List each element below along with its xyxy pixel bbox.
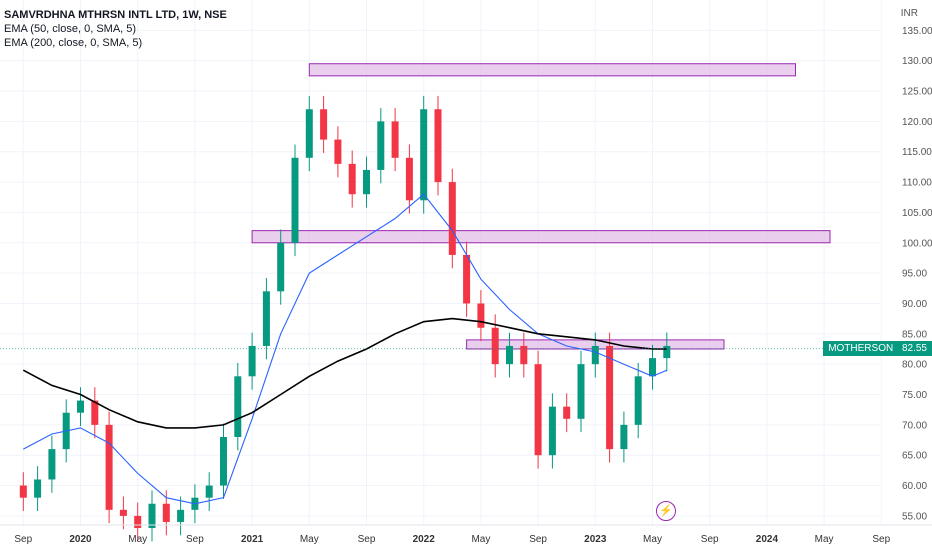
candle-body[interactable] [205,485,213,498]
candle-body[interactable] [448,182,456,255]
y-tick-label: 105.00 [902,208,932,219]
y-tick-label: 100.00 [902,238,932,249]
candle-body[interactable] [606,345,614,450]
candle-body[interactable] [591,345,599,365]
candle-body[interactable] [420,109,428,201]
candle-body[interactable] [105,424,113,510]
candle-body[interactable] [91,400,99,425]
candle-body[interactable] [391,121,399,158]
x-tick-label: May [128,534,147,545]
candle-body[interactable] [248,345,256,377]
y-tick-label: 90.00 [902,299,927,310]
candle-body[interactable] [577,364,585,419]
y-tick-label: 125.00 [902,87,932,98]
candle-body[interactable] [520,345,528,365]
candle-body[interactable] [506,345,513,365]
currency-label: INR [900,8,918,19]
candle-body[interactable] [363,169,370,195]
x-tick-label: Sep [358,534,376,545]
candle-body[interactable] [220,436,227,486]
candle-body[interactable] [477,303,485,328]
candle-body[interactable] [162,503,170,522]
candle-body[interactable] [119,509,127,516]
candle-body[interactable] [19,485,27,498]
chart-legend: SAMVRDHNA MTHRSN INTL LTD, 1W, NSE EMA (… [4,8,227,50]
y-tick-label: 80.00 [902,360,927,371]
candle-body[interactable] [234,376,242,437]
candle-body[interactable] [620,424,628,450]
candle-body[interactable] [148,503,156,529]
ema-50-label[interactable]: EMA (50, close, 0, SMA, 5) [4,23,137,35]
y-tick-label: 65.00 [902,451,927,462]
x-tick-label: 2023 [584,534,607,545]
candle-body[interactable] [305,109,313,158]
x-tick-label: 2022 [413,534,436,545]
candle-body[interactable] [649,358,656,377]
candle-body[interactable] [262,291,270,346]
candle-body[interactable] [177,509,185,522]
zone-rect[interactable] [251,230,831,244]
x-tick-label: 2024 [756,534,779,545]
candle-body[interactable] [377,121,385,170]
zone-rect[interactable] [308,63,796,77]
candle-body[interactable] [348,163,356,195]
candle-body[interactable] [663,345,671,359]
candle-body[interactable] [405,157,413,201]
candle-body[interactable] [320,109,328,140]
candle-body[interactable] [48,449,56,480]
candle-body[interactable] [634,376,642,425]
ema-200-line[interactable] [22,317,667,429]
x-tick-label: Sep [872,534,890,545]
price-tag-value: 82.55 [901,343,927,355]
lightning-icon[interactable]: ⚡ [656,501,676,521]
ema-50-line[interactable] [23,193,668,505]
x-tick-label: 2021 [241,534,264,545]
candle-body[interactable] [291,157,299,243]
x-tick-label: May [815,534,834,545]
candle-body[interactable] [563,406,571,419]
y-tick-label: 110.00 [902,178,932,189]
y-tick-label: 60.00 [902,481,927,492]
candle-body[interactable] [277,242,285,292]
x-tick-label: May [300,534,319,545]
candle-body[interactable] [34,479,42,498]
y-tick-label: 70.00 [902,420,927,431]
candle-body[interactable] [77,400,84,413]
x-tick-label: 2020 [69,534,92,545]
candle-body[interactable] [463,254,471,304]
last-price-badge: MOTHERSON 82.55 [823,341,932,357]
y-tick-label: 85.00 [902,329,927,340]
candle-body[interactable] [548,406,556,456]
x-tick-label: Sep [14,534,32,545]
x-tick-label: May [471,534,490,545]
candle-body[interactable] [134,515,142,529]
x-tick-label: Sep [529,534,547,545]
y-tick-label: 130.00 [902,56,932,67]
y-tick-label: 115.00 [902,147,932,158]
candle-body[interactable] [491,327,499,365]
x-tick-label: Sep [186,534,204,545]
y-tick-label: 135.00 [902,26,932,37]
x-tick-label: May [643,534,662,545]
candle-body[interactable] [534,364,542,456]
candle-body[interactable] [434,109,442,183]
y-tick-label: 75.00 [902,390,927,401]
ema-200-label[interactable]: EMA (200, close, 0, SMA, 5) [4,37,143,49]
symbol-title[interactable]: SAMVRDHNA MTHRSN INTL LTD, 1W, NSE [4,9,227,21]
x-tick-label: Sep [701,534,719,545]
y-tick-label: 95.00 [902,269,927,280]
y-tick-label: 55.00 [902,511,927,522]
candle-body[interactable] [334,139,342,164]
y-tick-label: 120.00 [902,117,932,128]
price-tag-symbol: MOTHERSON [828,343,894,355]
